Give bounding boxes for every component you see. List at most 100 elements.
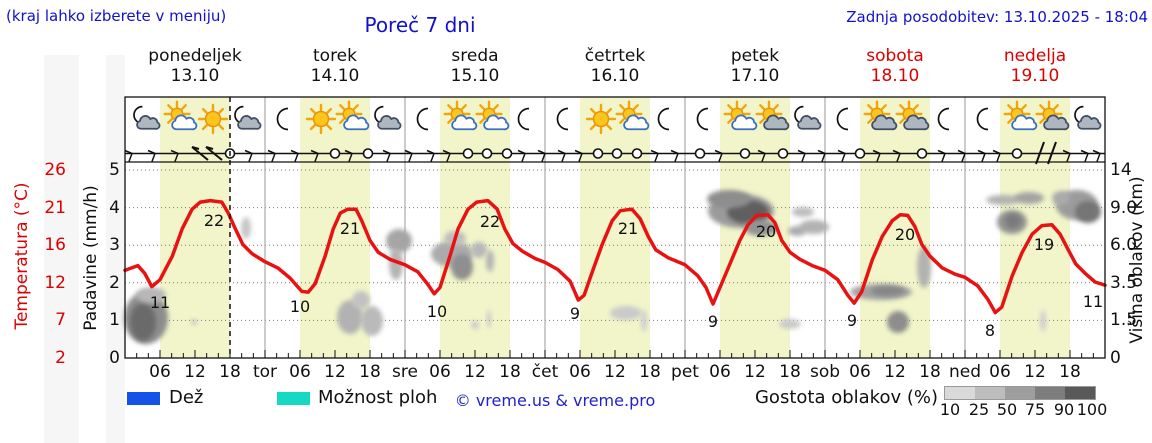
wind-barb-icon xyxy=(977,149,986,155)
cloud-shape xyxy=(171,114,198,131)
cloudheight-axis-tick: 3.5 xyxy=(1110,272,1138,293)
cloud-density-label: Gostota oblakov (%) xyxy=(754,387,938,408)
cloud-shape xyxy=(136,115,161,130)
sun-ray xyxy=(1039,104,1046,111)
wind-barb-icon xyxy=(344,149,353,155)
density-scale-segment xyxy=(1065,387,1095,399)
precip-axis-tick: 0 xyxy=(109,348,120,368)
temp-axis-tick: 21 xyxy=(44,197,66,218)
wind-calm-icon xyxy=(592,148,604,159)
cloudheight-axis-tick: 1.5 xyxy=(1110,310,1138,331)
temp-axis-tick: 2 xyxy=(55,348,66,368)
moon-icon xyxy=(836,107,849,131)
wind-barb-icon xyxy=(892,149,901,155)
wind-barb-feather xyxy=(271,153,276,162)
sun-ray xyxy=(180,104,187,111)
precip-axis-tick: 4 xyxy=(109,197,120,218)
sun-ray xyxy=(460,104,467,111)
day-date: 18.10 xyxy=(870,66,920,86)
wind-barb-feather xyxy=(174,153,179,162)
wind-calm-icon xyxy=(611,148,623,159)
wind-barb-feather xyxy=(801,153,806,162)
cloud-blob xyxy=(136,287,166,303)
sun-ray xyxy=(492,104,499,111)
moon-graycloud-icon xyxy=(374,105,402,130)
temp-extreme-label: 10 xyxy=(426,302,448,321)
menu-hint-text: (kraj lahko izberete v meniju) xyxy=(6,7,227,25)
moon-shape xyxy=(416,107,429,131)
x-hour-label: 18 xyxy=(499,362,521,382)
wind-calm-icon xyxy=(462,148,474,159)
sun-ray xyxy=(740,104,747,111)
sun-ray xyxy=(201,107,208,114)
sun-cloud-icon xyxy=(335,100,370,131)
x-day-abbrev-label: tor xyxy=(252,362,278,382)
wind-barb-feather xyxy=(205,146,214,150)
cloud-blob xyxy=(986,195,1020,205)
wind-barb-icon xyxy=(992,149,1001,155)
wind-barb-icon xyxy=(650,149,659,155)
wind-barb-icon xyxy=(191,146,209,161)
x-hour-label: 12 xyxy=(604,362,626,382)
wind-calm-icon xyxy=(694,148,706,159)
x-hour-label: 12 xyxy=(464,362,486,382)
daylight-band xyxy=(580,97,650,358)
wind-barb-feather xyxy=(386,153,391,162)
left-gutter-strip-1 xyxy=(44,55,79,443)
cloud-shape xyxy=(731,114,758,131)
sun-icon xyxy=(197,103,229,135)
x-day-abbrev-label: čet xyxy=(531,362,559,382)
wind-barb-icon xyxy=(442,149,451,155)
cloud-blob xyxy=(451,254,473,280)
day-name: petek xyxy=(730,46,780,66)
density-scale-label: 100 xyxy=(1076,400,1108,419)
temp-extreme-label: 21 xyxy=(339,219,361,238)
page-title: Poreč 7 dni xyxy=(364,13,476,37)
x-hour-label: 06 xyxy=(709,362,731,382)
precip-axis-tick: 2 xyxy=(109,272,120,293)
sun-ray xyxy=(880,104,887,111)
sun-ray xyxy=(167,104,174,111)
density-scale-label: 25 xyxy=(968,400,990,419)
x-hour-label: 06 xyxy=(289,362,311,382)
cloud-shape xyxy=(451,114,478,131)
moon-shape xyxy=(937,107,950,131)
cloud-blob xyxy=(1005,214,1021,228)
sun-ray xyxy=(167,117,174,124)
cloudheight-axis-tick: 6.0 xyxy=(1110,235,1138,256)
day-date: 16.10 xyxy=(590,66,640,86)
wind-barb-feather xyxy=(430,153,435,162)
x-hour-label: 18 xyxy=(919,362,941,382)
wind-barb-feather xyxy=(996,153,1001,162)
wind-calm-icon xyxy=(481,148,493,159)
x-hour-label: 12 xyxy=(744,362,766,382)
density-scale-segment xyxy=(1035,387,1065,399)
density-scale-label: 75 xyxy=(1024,400,1046,419)
sun-ray xyxy=(218,107,225,114)
sun-ray xyxy=(326,107,333,114)
density-scale-segment xyxy=(1005,387,1035,399)
temperature-curve xyxy=(123,198,1107,315)
wind-calm-icon xyxy=(854,148,866,159)
moon-icon xyxy=(696,107,709,131)
density-scale-segment xyxy=(945,387,975,399)
cloud-blob xyxy=(1014,192,1044,204)
wind-barb-feather xyxy=(1084,153,1089,162)
sun-disc xyxy=(204,110,222,128)
wind-barb-feather xyxy=(674,153,679,162)
cloud-shape xyxy=(797,115,822,130)
day-date: 15.10 xyxy=(450,66,500,86)
wind-barb-icon xyxy=(244,149,253,155)
cloud-shape xyxy=(237,115,262,130)
cloud-blob xyxy=(641,310,647,332)
wind-barb-icon xyxy=(1080,149,1089,155)
wind-barb-icon xyxy=(574,149,583,155)
cloud-blob xyxy=(744,220,778,236)
copyright-link[interactable]: © vreme.us & vreme.pro xyxy=(454,391,656,410)
moon-graycloud-icon xyxy=(1074,105,1102,130)
rain-legend-label: Dež xyxy=(169,387,204,408)
moon-graycloud-icon xyxy=(794,105,822,130)
x-hour-label: 18 xyxy=(639,362,661,382)
wind-barb-icon xyxy=(872,149,881,155)
moon-shape xyxy=(836,107,849,131)
